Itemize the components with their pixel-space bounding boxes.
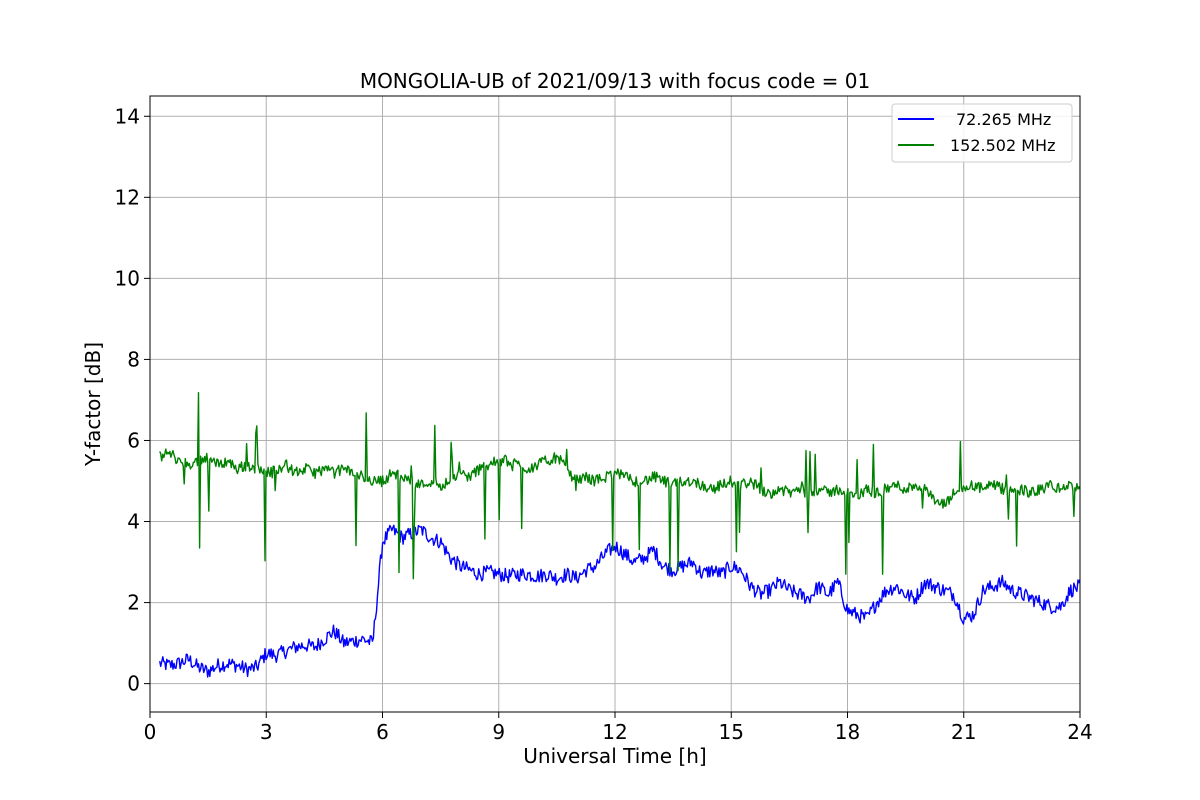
legend-box <box>891 103 1073 163</box>
x-axis-label: Universal Time [h] <box>523 744 706 768</box>
x-tick-label: 9 <box>492 720 505 744</box>
legend-label-72mhz: 72.265 MHz <box>956 110 1051 129</box>
x-tick-label: 0 <box>144 720 157 744</box>
x-tick-label: 18 <box>835 720 860 744</box>
x-tick-label: 3 <box>260 720 273 744</box>
y-tick-label: 12 <box>115 185 140 209</box>
legend: 72.265 MHz 152.502 MHz <box>891 103 1073 163</box>
chart-title: MONGOLIA-UB of 2021/09/13 with focus cod… <box>360 69 870 93</box>
y-axis-label: Y-factor [dB] <box>81 342 105 467</box>
series-line-0 <box>159 524 1081 678</box>
x-tick-label: 24 <box>1067 720 1092 744</box>
y-tick-label: 6 <box>127 428 140 452</box>
y-tick-label: 0 <box>127 672 140 696</box>
y-tick-label: 4 <box>127 510 140 534</box>
y-tick-label: 14 <box>115 104 140 128</box>
y-tick-label: 8 <box>127 347 140 371</box>
y-tick-label: 10 <box>115 266 140 290</box>
x-tick-label: 6 <box>376 720 389 744</box>
y-tick-label: 2 <box>127 591 140 615</box>
series-line-1 <box>159 392 1081 580</box>
x-tick-label: 21 <box>951 720 976 744</box>
x-tick-label: 12 <box>602 720 627 744</box>
series-layer <box>159 392 1081 678</box>
legend-label-152mhz: 152.502 MHz <box>950 136 1055 155</box>
x-tick-label: 15 <box>719 720 744 744</box>
